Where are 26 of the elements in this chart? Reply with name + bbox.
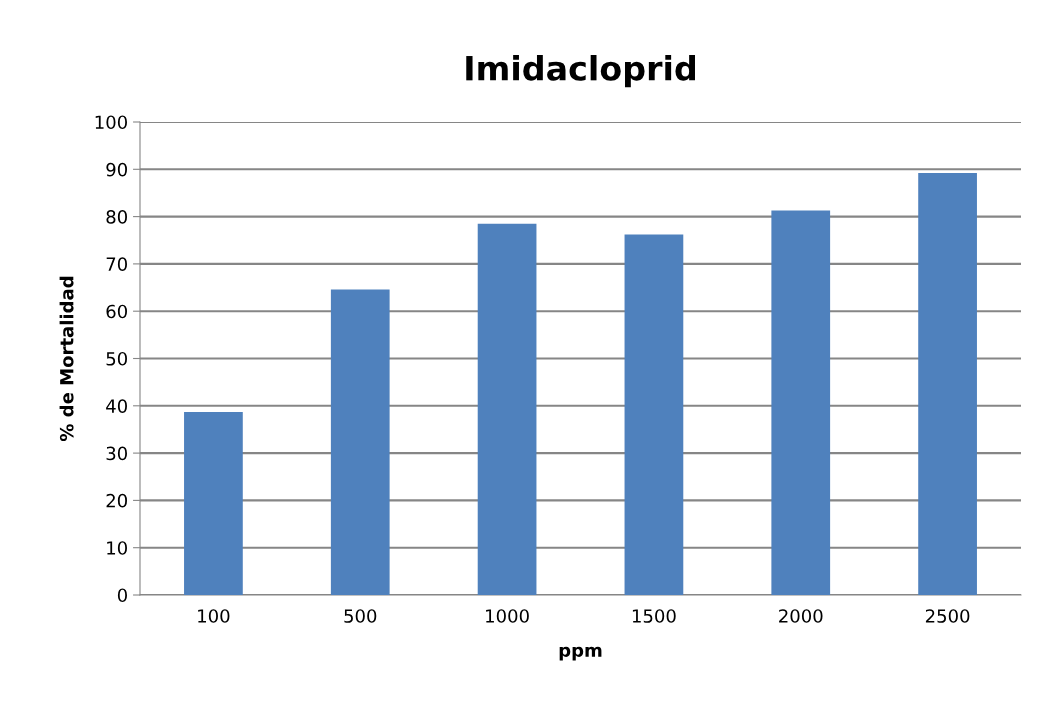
x-tick-label: 2000	[779, 609, 823, 623]
y-tick-label: 20	[106, 493, 127, 508]
x-tick-label: 1500	[632, 609, 676, 623]
x-tick-label: 1000	[486, 609, 529, 623]
y-tick-label: 90	[106, 162, 127, 177]
x-tick-label: 100	[198, 609, 230, 623]
bar	[184, 411, 243, 595]
y-tick-label: 40	[106, 399, 127, 413]
y-tick-label: 30	[106, 446, 127, 461]
y-axis-title: % de Mortalidad	[59, 276, 74, 442]
chart-title: Imidacloprid	[466, 55, 695, 88]
bar	[330, 289, 390, 595]
bar	[771, 210, 831, 595]
x-tick-label: 2500	[925, 609, 970, 623]
y-tick-label: 80	[106, 210, 127, 224]
y-tick-label: 10	[107, 541, 127, 555]
bar	[918, 173, 977, 595]
y-tick-label: 70	[106, 257, 127, 272]
y-tick-label: 100	[95, 115, 127, 130]
bar	[624, 234, 684, 595]
bar	[477, 223, 537, 595]
y-tick-label: 0	[117, 588, 127, 603]
y-tick-label: 50	[106, 351, 127, 366]
y-tick-label: 60	[106, 304, 127, 319]
x-axis-title: ppm	[559, 646, 602, 661]
x-tick-label: 500	[344, 609, 377, 623]
